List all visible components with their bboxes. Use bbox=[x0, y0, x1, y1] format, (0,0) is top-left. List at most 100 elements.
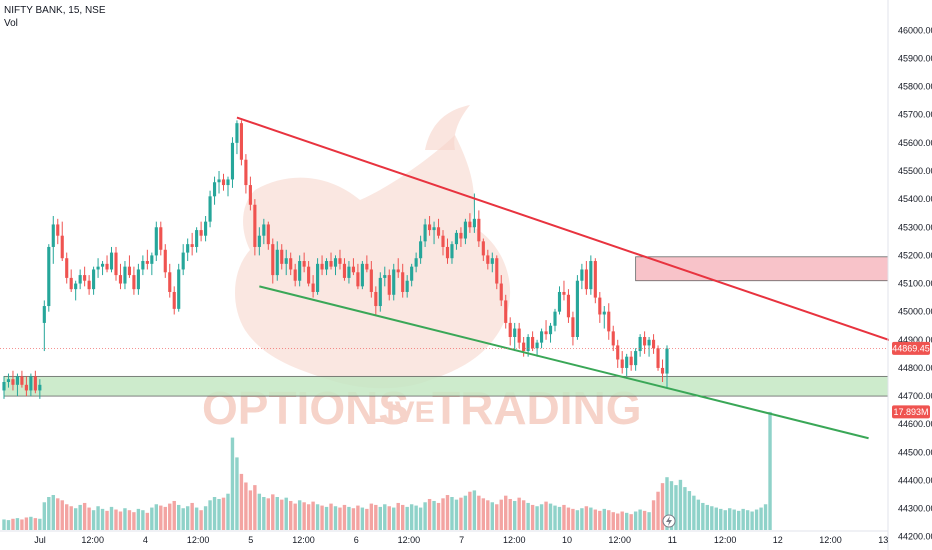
volume-bar bbox=[723, 510, 727, 530]
candle bbox=[123, 261, 127, 290]
volume-bar bbox=[620, 511, 624, 530]
volume-bar bbox=[2, 519, 6, 530]
volume-bar bbox=[611, 512, 615, 530]
candle bbox=[204, 216, 208, 242]
volume-bar bbox=[616, 513, 620, 530]
time-tick-label: 4 bbox=[143, 535, 148, 545]
volume-bar bbox=[150, 507, 154, 530]
volume-bar bbox=[607, 510, 611, 530]
volume-bar bbox=[351, 508, 356, 530]
volume-bar bbox=[450, 497, 454, 530]
volume-indicator-label[interactable]: Vol bbox=[4, 18, 18, 29]
candle bbox=[11, 370, 15, 391]
volume-bar bbox=[526, 502, 530, 530]
volume-bar bbox=[141, 510, 145, 530]
candle bbox=[83, 266, 87, 287]
candle bbox=[248, 176, 252, 211]
time-tick-label: 12:00 bbox=[714, 535, 737, 545]
volume-bar bbox=[629, 514, 633, 530]
price-tick-label: 44600.00 bbox=[898, 419, 932, 429]
volume-bar bbox=[96, 506, 100, 530]
candle bbox=[665, 345, 669, 388]
volume-bar bbox=[302, 502, 306, 530]
candle bbox=[186, 238, 190, 262]
candle bbox=[566, 289, 571, 323]
time-tick-label: 12:00 bbox=[503, 535, 526, 545]
resistance-trendline[interactable] bbox=[236, 116, 914, 350]
candle bbox=[324, 258, 329, 276]
volume-bar bbox=[24, 517, 29, 530]
volume-bar bbox=[369, 503, 374, 530]
options-live-trading-watermark: OPTIONS LIVE TRADING bbox=[202, 105, 642, 434]
candle bbox=[100, 261, 105, 276]
support-trendline[interactable] bbox=[259, 285, 869, 440]
price-tick-label: 44800.00 bbox=[898, 363, 932, 373]
volume-bar bbox=[423, 502, 427, 530]
volume-bar bbox=[38, 518, 42, 530]
volume-bar bbox=[754, 509, 759, 530]
candle bbox=[490, 252, 494, 273]
volume-bar bbox=[495, 504, 499, 530]
price-tick-label: 45800.00 bbox=[898, 82, 932, 92]
candle bbox=[575, 275, 579, 340]
time-tick-label: 12:00 bbox=[81, 535, 104, 545]
volume-bar bbox=[517, 497, 521, 530]
price-tick-label: 45000.00 bbox=[898, 307, 932, 317]
candle bbox=[316, 258, 320, 295]
volume-bar bbox=[481, 498, 486, 530]
candle bbox=[351, 258, 355, 276]
candle bbox=[598, 291, 602, 323]
symbol-title[interactable]: NIFTY BANK, 15, NSE bbox=[4, 5, 106, 16]
volume-bar bbox=[387, 506, 391, 530]
volume-bar bbox=[181, 508, 185, 530]
volume-bar bbox=[598, 510, 602, 530]
candle bbox=[410, 263, 414, 287]
volume-bar bbox=[235, 457, 239, 530]
candle bbox=[333, 255, 338, 276]
time-tick-label: 7 bbox=[459, 535, 464, 545]
candle bbox=[557, 286, 562, 315]
price-tick-label: 45100.00 bbox=[898, 279, 932, 289]
volume-bar bbox=[589, 507, 593, 530]
candle bbox=[141, 255, 145, 276]
price-axis[interactable] bbox=[887, 0, 932, 550]
volume-bar bbox=[190, 502, 194, 530]
candle bbox=[656, 345, 660, 371]
last-volume-value: 17.893M bbox=[893, 407, 928, 417]
volume-bar bbox=[638, 509, 642, 530]
candle bbox=[625, 353, 629, 377]
volume-bar bbox=[194, 507, 199, 530]
volume-bar bbox=[768, 411, 772, 530]
volume-bar bbox=[271, 494, 275, 530]
lightning-icon[interactable] bbox=[662, 514, 676, 528]
candle bbox=[24, 376, 28, 397]
volume-bar bbox=[593, 509, 598, 530]
candle bbox=[522, 336, 526, 357]
time-tick-label: 12:00 bbox=[187, 535, 210, 545]
volume-bar bbox=[651, 500, 656, 530]
candle bbox=[544, 320, 548, 340]
candle bbox=[414, 252, 418, 273]
candle bbox=[181, 244, 185, 276]
volume-bar bbox=[687, 491, 692, 530]
candle bbox=[329, 252, 333, 270]
volume-bar bbox=[266, 498, 271, 530]
candle bbox=[302, 252, 306, 273]
volume-bar bbox=[763, 504, 768, 530]
candle bbox=[643, 331, 647, 354]
last-price-value: 44869.45 bbox=[892, 343, 930, 353]
volume-bar bbox=[710, 506, 714, 530]
candle bbox=[539, 328, 544, 349]
volume-bar bbox=[674, 485, 678, 530]
candle bbox=[338, 249, 342, 270]
candle bbox=[168, 263, 172, 298]
price-axis-ticks: 44200.00 44300.00 44400.00 44500.00 44600.00… bbox=[898, 25, 932, 541]
time-tick-label: 6 bbox=[354, 535, 359, 545]
volume-bar bbox=[230, 437, 235, 530]
volume-bar bbox=[306, 504, 311, 530]
price-tick-label: 44200.00 bbox=[898, 532, 932, 542]
candle bbox=[311, 275, 315, 298]
candle bbox=[472, 193, 476, 233]
candle bbox=[634, 348, 638, 371]
